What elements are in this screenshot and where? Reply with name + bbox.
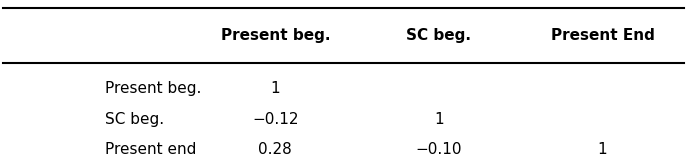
Text: SC beg.: SC beg. — [105, 112, 164, 127]
Text: 1: 1 — [271, 81, 280, 96]
Text: Present End: Present End — [550, 28, 655, 43]
Text: −0.10: −0.10 — [416, 142, 462, 157]
Text: 1: 1 — [598, 142, 607, 157]
Text: Present beg.: Present beg. — [221, 28, 330, 43]
Text: 1: 1 — [434, 112, 444, 127]
Text: Present beg.: Present beg. — [105, 81, 201, 96]
Text: SC beg.: SC beg. — [407, 28, 471, 43]
Text: 0.28: 0.28 — [258, 142, 292, 157]
Text: −0.12: −0.12 — [252, 112, 299, 127]
Text: Present end: Present end — [105, 142, 196, 157]
